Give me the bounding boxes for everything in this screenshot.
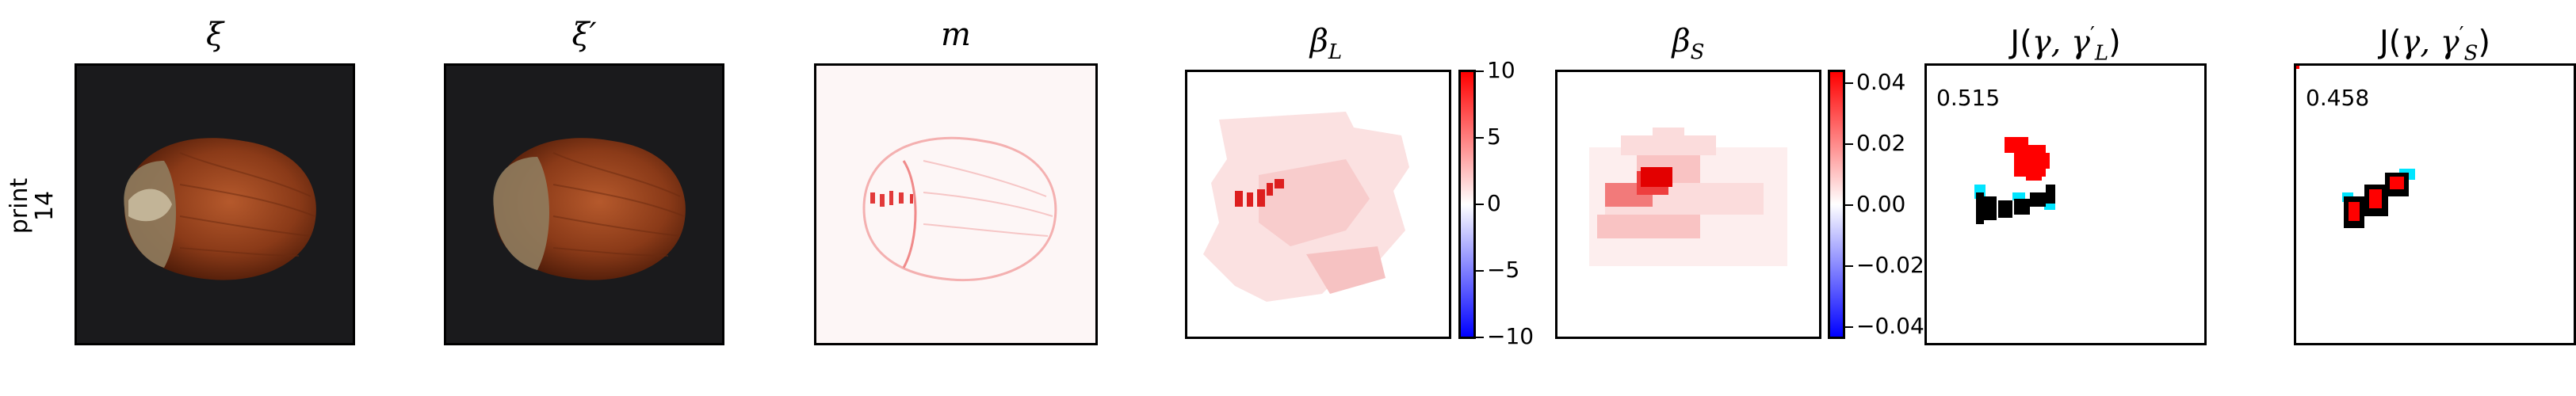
panel-title-j-l-sub: L <box>2094 41 2109 66</box>
colorbar-beta-s-tick-4: −0.04 <box>1856 313 1924 339</box>
colorbar-beta-s-tick-1: 0.02 <box>1856 130 1906 156</box>
colorbar-beta-s-tick-3: −0.02 <box>1856 252 1924 278</box>
panel-title-j-l-sup: ′ <box>2089 23 2095 47</box>
colorbar-beta-s-tickmark-3 <box>1845 265 1853 267</box>
colorbar-beta-l-gradient <box>1461 72 1473 337</box>
overlap-j-l <box>1974 137 2055 224</box>
panel-title-j-l-gamma: γ, γ <box>2031 24 2090 61</box>
colorbar-beta-l-tickmark-2 <box>1476 204 1484 205</box>
panel-image-beta-l <box>1185 70 1451 339</box>
colorbar-beta-l-tick-2: 0 <box>1487 190 1501 216</box>
panel-title-xi-prime-text: ξ′ <box>571 17 597 53</box>
panel-title-j-s-suffix: ) <box>2478 24 2490 61</box>
colorbar-beta-l-tick-3: −5 <box>1487 257 1520 283</box>
row-label-svg: print 14 <box>6 178 59 234</box>
panel-title-beta-l: βL <box>1185 22 1467 71</box>
panel-title-beta-s-main: β <box>1672 23 1691 59</box>
colorbar-beta-s <box>1828 70 1845 339</box>
panel-title-j-l: J(γ, γ′L) <box>1924 16 2207 72</box>
panel-title-xi: ξ <box>75 16 355 54</box>
colorbar-beta-s-tickmark-2 <box>1845 204 1853 206</box>
panel-title-m-text: m <box>941 17 971 53</box>
score-j-s: 0.458 <box>2306 85 2370 111</box>
heatmap-beta-s <box>1589 128 1787 266</box>
row-label-line2: 14 <box>31 191 59 221</box>
colorbar-beta-s-tickmark-0 <box>1845 82 1853 84</box>
panel-title-j-s-sup: ′ <box>2459 23 2464 47</box>
panel-title-j-s-prefix: J( <box>2379 24 2402 61</box>
row-label-line1: print <box>6 178 33 234</box>
panel-image-j-l: 0.515 <box>1924 63 2207 345</box>
panel-title-j-s: J(γ, γ′S) <box>2294 16 2576 72</box>
colorbar-beta-l-tick-4: −10 <box>1487 323 1535 349</box>
panel-image-m <box>814 63 1098 345</box>
colorbar-beta-l-tickmark-4 <box>1476 337 1484 338</box>
panel-title-xi-prime: ξ′ <box>444 16 724 54</box>
colorbar-beta-s-tickmark-1 <box>1845 143 1853 145</box>
panel-title-j-l-suffix: ) <box>2108 24 2121 61</box>
heatmap-beta-l <box>1203 112 1409 302</box>
panel-image-xi <box>75 63 355 345</box>
panel-title-beta-s-sub: S <box>1690 40 1705 64</box>
panel-title-j-s-gamma: γ, γ <box>2401 24 2459 61</box>
panel-title-beta-l-main: β <box>1309 23 1328 59</box>
hazelnut-xi-prime <box>493 138 686 280</box>
colorbar-beta-s-tick-0: 0.04 <box>1856 69 1906 95</box>
colorbar-beta-l-tickmark-0 <box>1476 70 1484 72</box>
hazelnut-xi <box>124 138 316 280</box>
panel-title-j-s-sub: S <box>2463 41 2479 66</box>
colorbar-beta-l-tickmark-3 <box>1476 270 1484 272</box>
colorbar-beta-s-tick-2: 0.00 <box>1856 191 1906 217</box>
row-label: print 14 <box>0 166 63 246</box>
panel-image-j-s: 0.458 <box>2294 63 2576 345</box>
panel-image-xi-prime <box>444 63 724 345</box>
colorbar-beta-s-tickmark-4 <box>1845 326 1853 328</box>
colorbar-beta-s-gradient <box>1830 72 1843 337</box>
colorbar-beta-l-tickmark-1 <box>1476 137 1484 139</box>
panel-title-j-l-prefix: J( <box>2010 24 2032 61</box>
panel-title-xi-text: ξ <box>205 17 224 53</box>
panel-title-beta-s: βS <box>1555 22 1821 71</box>
mask-m <box>862 136 1057 282</box>
colorbar-beta-l-tick-0: 10 <box>1487 57 1515 83</box>
score-j-l: 0.515 <box>1936 85 2001 111</box>
colorbar-beta-l-tick-1: 5 <box>1487 124 1501 150</box>
colorbar-beta-l <box>1458 70 1476 339</box>
panel-title-m: m <box>814 16 1098 54</box>
panel-image-beta-s <box>1555 70 1821 339</box>
panel-title-beta-l-sub: L <box>1328 40 1343 64</box>
overlap-j-s <box>2296 66 2415 228</box>
